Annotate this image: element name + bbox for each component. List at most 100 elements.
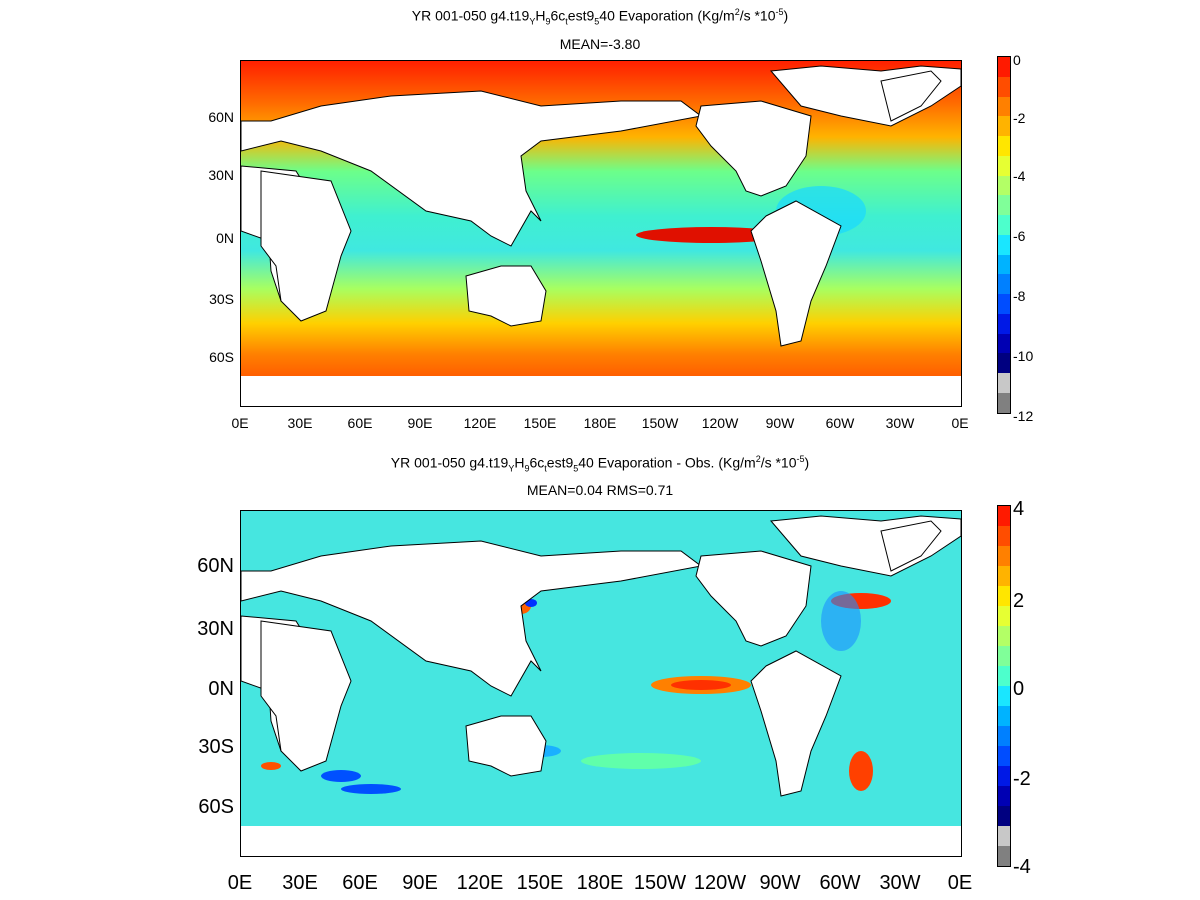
colorbar-swatch xyxy=(998,155,1010,176)
colorbar-swatch xyxy=(998,646,1010,666)
colorbar-swatch xyxy=(998,526,1010,546)
panel1-colorbar-swatches xyxy=(998,57,1010,413)
panel2-antarctica xyxy=(241,826,961,856)
lon-label: 30E xyxy=(287,415,313,431)
lat-label: 30N xyxy=(197,618,234,640)
lat-label: 0N xyxy=(208,678,234,700)
colorbar-swatch xyxy=(998,76,1010,97)
colorbar-tick-label: 4 xyxy=(1013,498,1025,520)
colorbar-swatch xyxy=(998,766,1010,786)
lon-label: 60W xyxy=(825,415,855,431)
colorbar-swatch xyxy=(998,96,1010,117)
colorbar-swatch xyxy=(998,57,1010,77)
panel1-colorbar xyxy=(997,56,1011,414)
colorbar-swatch xyxy=(998,313,1010,334)
lon-label: 30W xyxy=(885,415,915,431)
lon-label: 120W xyxy=(701,415,739,431)
colorbar-swatch xyxy=(998,746,1010,766)
colorbar-swatch xyxy=(998,393,1010,413)
lon-label: 90E xyxy=(407,415,433,431)
lon-label: 120E xyxy=(463,415,497,431)
colorbar-tick-label: 0 xyxy=(1013,678,1025,700)
panel2-landmasses xyxy=(241,515,961,797)
colorbar-swatch xyxy=(998,846,1010,866)
panel1-title: YR 001-050 g4.t19YH96ctest9540 Evaporati… xyxy=(411,7,789,27)
lat-label: 60N xyxy=(208,109,234,125)
lon-label: 90W xyxy=(759,872,801,894)
colorbar-tick-label: -12 xyxy=(1013,408,1034,424)
colorbar-swatch xyxy=(998,373,1010,394)
lon-label: 0E xyxy=(951,415,969,431)
colorbar-swatch xyxy=(998,116,1010,137)
lon-label: 90E xyxy=(402,872,438,894)
lon-label: 30W xyxy=(879,872,921,894)
colorbar-tick-label: -6 xyxy=(1013,228,1026,244)
colorbar-swatch xyxy=(998,234,1010,255)
lon-label: 0E xyxy=(227,872,253,894)
colorbar-swatch xyxy=(998,175,1010,196)
lon-label: 0E xyxy=(947,872,973,894)
panel2-title: YR 001-050 g4.t19YH96ctest9540 Evaporati… xyxy=(390,454,810,474)
colorbar-swatch xyxy=(998,274,1010,295)
colorbar-swatch xyxy=(998,626,1010,646)
colorbar-swatch xyxy=(998,786,1010,806)
panel2-map xyxy=(240,510,962,857)
colorbar-swatch xyxy=(998,726,1010,746)
lon-label: 150W xyxy=(641,415,679,431)
lat-label: 60S xyxy=(209,349,234,365)
lon-label: 30E xyxy=(282,872,318,894)
colorbar-tick-label: 2 xyxy=(1013,590,1025,612)
lon-label: 120E xyxy=(456,872,504,894)
panel1-stats: MEAN=-3.80 xyxy=(559,36,641,52)
panel1-landmasses xyxy=(241,65,961,347)
colorbar-swatch xyxy=(998,566,1010,586)
colorbar-swatch xyxy=(998,215,1010,235)
colorbar-tick-label: -4 xyxy=(1013,856,1031,878)
lat-label: 30S xyxy=(209,291,234,307)
colorbar-swatch xyxy=(998,666,1010,686)
colorbar-tick-label: 0 xyxy=(1013,52,1021,68)
panel2-colorbar-swatches xyxy=(998,506,1010,866)
lon-label: 150E xyxy=(516,872,564,894)
lon-label: 180E xyxy=(576,872,624,894)
colorbar-swatch xyxy=(998,826,1010,846)
panel2-stats: MEAN=0.04 RMS=0.71 xyxy=(526,482,674,498)
colorbar-tick-label: -10 xyxy=(1013,348,1034,364)
panel1-map-svg xyxy=(241,61,961,406)
colorbar-swatch xyxy=(998,333,1010,354)
lat-label: 30S xyxy=(198,736,234,758)
colorbar-tick-label: -2 xyxy=(1013,768,1031,790)
colorbar-swatch xyxy=(998,506,1010,526)
colorbar-swatch xyxy=(998,136,1010,156)
lon-label: 90W xyxy=(765,415,795,431)
lon-label: 60E xyxy=(347,415,373,431)
lat-label: 60S xyxy=(198,796,234,818)
colorbar-swatch xyxy=(998,806,1010,826)
lon-label: 150E xyxy=(523,415,557,431)
colorbar-swatch xyxy=(998,195,1010,216)
lon-label: 60W xyxy=(819,872,861,894)
colorbar-swatch xyxy=(998,294,1010,314)
colorbar-tick-label: -4 xyxy=(1013,168,1026,184)
lon-label: 150W xyxy=(633,872,687,894)
lat-label: 30N xyxy=(208,167,234,183)
lon-label: 180E xyxy=(583,415,617,431)
colorbar-swatch xyxy=(998,686,1010,706)
colorbar-swatch xyxy=(998,706,1010,726)
panel1-antarctica xyxy=(241,376,961,406)
lon-label: 0E xyxy=(231,415,249,431)
lat-label: 0N xyxy=(216,230,234,246)
colorbar-tick-label: -8 xyxy=(1013,288,1026,304)
colorbar-swatch xyxy=(998,586,1010,606)
colorbar-swatch xyxy=(998,353,1010,374)
panel2-colorbar xyxy=(997,505,1011,867)
colorbar-swatch xyxy=(998,254,1010,275)
lon-label: 120W xyxy=(693,872,747,894)
colorbar-tick-label: -2 xyxy=(1013,110,1026,126)
lat-label: 60N xyxy=(197,555,234,577)
colorbar-swatch xyxy=(998,606,1010,626)
panel1-equatorial-minimum xyxy=(636,227,786,243)
colorbar-swatch xyxy=(998,546,1010,566)
panel2-map-svg xyxy=(241,511,961,856)
lon-label: 60E xyxy=(342,872,378,894)
